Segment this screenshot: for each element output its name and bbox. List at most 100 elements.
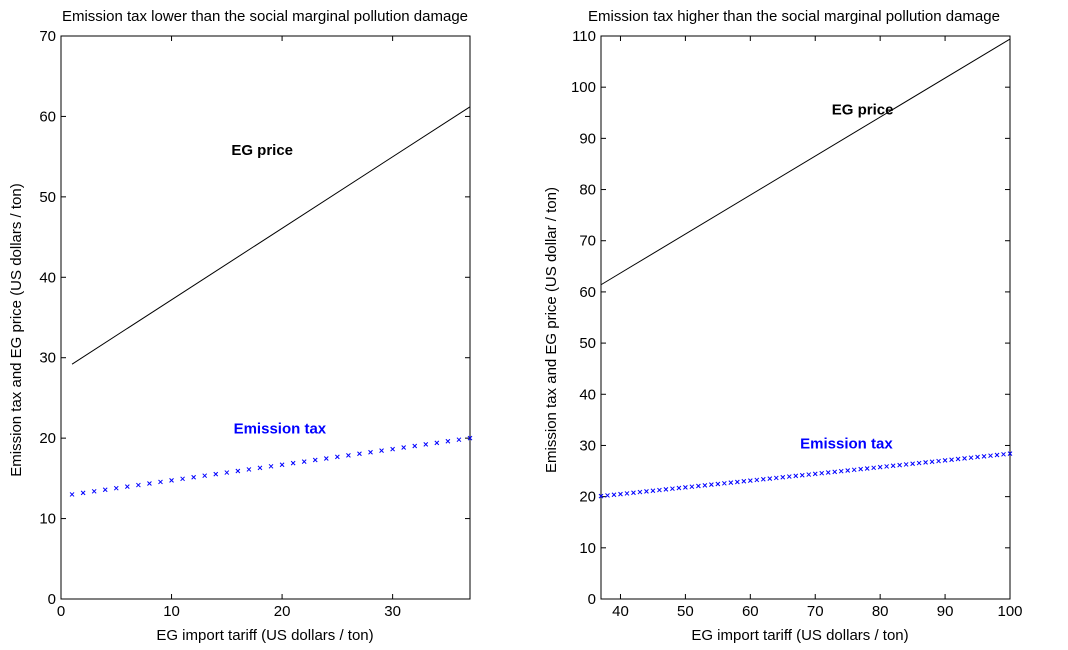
- right-y-tick-label: 90: [579, 130, 596, 147]
- right-emission-tax-marker: [793, 473, 799, 479]
- left-chart-title: Emission tax lower than the social margi…: [62, 8, 468, 25]
- right-y-tick-label: 110: [572, 28, 596, 45]
- right-y-tick-label: 30: [579, 437, 596, 454]
- right-emission-tax-marker: [747, 478, 753, 483]
- left-y-tick-label: 20: [39, 430, 56, 447]
- left-y-tick-label: 10: [39, 511, 56, 528]
- right-chart-title: Emission tax higher than the social marg…: [588, 8, 1000, 25]
- left-emission-tax-marker: [235, 468, 241, 474]
- right-eg-price-annotation: EG price: [832, 101, 894, 118]
- right-emission-tax-marker: [696, 483, 701, 489]
- right-emission-tax-marker: [741, 478, 747, 484]
- left-emission-tax-marker: [456, 437, 462, 443]
- right-emission-tax-marker: [923, 460, 928, 465]
- right-x-tick-label: 40: [612, 603, 629, 620]
- right-emission-tax-marker: [760, 476, 766, 482]
- left-emission-tax-marker: [124, 484, 130, 489]
- left-emission-tax-marker: [423, 442, 429, 447]
- left-emission-tax-marker: [290, 460, 296, 466]
- left-emission-tax-marker: [401, 445, 407, 450]
- right-emission-tax-marker: [598, 493, 604, 499]
- right-emission-tax-marker: [637, 489, 643, 495]
- right-y-tick-label: 0: [588, 591, 596, 608]
- right-y-tick-label: 70: [579, 233, 596, 250]
- right-emission-tax-marker: [832, 469, 838, 475]
- left-emission-tax-marker: [202, 473, 208, 479]
- right-emission-tax-marker: [949, 457, 954, 463]
- left-emission-tax-marker: [191, 474, 197, 480]
- right-emission-tax-marker: [812, 471, 818, 477]
- right-ticks: 0 10 20 30 40 50 60 70 80 90 100 110 40 50 60 70 80 90 100: [571, 28, 1023, 620]
- right-emission-tax-marker: [929, 459, 935, 465]
- left-eg-price-line: [71, 106, 471, 365]
- left-x-tick-label: 20: [274, 603, 291, 620]
- right-emission-tax-marker: [657, 487, 662, 493]
- right-emission-tax-marker: [858, 466, 864, 472]
- left-emission-tax-marker: [246, 467, 252, 472]
- right-emission-tax-marker: [767, 476, 773, 481]
- right-emission-tax-marker: [1001, 451, 1006, 457]
- left-emission-tax-marker: [390, 446, 395, 452]
- right-emission-tax-marker: [910, 461, 915, 467]
- right-emission-tax-marker: [916, 460, 922, 466]
- right-emission-tax-marker: [754, 477, 760, 483]
- left-emission-tax-marker: [467, 435, 473, 441]
- right-x-axis-label: EG import tariff (US dollars / ton): [691, 627, 908, 644]
- right-emission-tax-marker: [838, 468, 844, 474]
- left-y-tick-label: 60: [39, 108, 56, 125]
- left-emission-tax-marker: [301, 459, 307, 464]
- right-emission-tax-marker: [611, 492, 617, 498]
- right-y-tick-label: 60: [579, 284, 596, 301]
- right-emission-tax-marker: [877, 464, 883, 470]
- right-emission-tax-marker: [631, 490, 636, 496]
- right-emission-tax-marker: [624, 491, 630, 496]
- right-series: [598, 38, 1013, 499]
- right-emission-tax-marker: [871, 465, 877, 471]
- right-emission-tax-marker: [890, 463, 896, 469]
- left-series: [69, 106, 473, 497]
- left-y-axis-label: Emission tax and EG price (US dollars / …: [8, 183, 25, 476]
- left-emission-tax-marker: [346, 452, 351, 458]
- left-plot-area: 0 10 20 30 40 50 60 70 0 10 20 30 EG price Emission …: [39, 28, 473, 620]
- left-y-tick-label: 0: [48, 591, 56, 608]
- left-x-tick-label: 30: [384, 603, 401, 620]
- right-emission-tax-marker: [709, 482, 714, 488]
- right-x-tick-label: 70: [807, 603, 824, 620]
- right-y-tick-label: 80: [579, 182, 596, 199]
- left-emission-tax-marker: [312, 457, 318, 463]
- left-emission-tax-marker: [268, 463, 274, 469]
- left-emission-tax-marker: [368, 449, 373, 455]
- left-emission-tax-marker: [323, 456, 329, 461]
- left-emission-tax-marker: [80, 490, 86, 496]
- left-emission-tax-marker: [147, 481, 152, 486]
- right-y-tick-label: 100: [571, 79, 596, 96]
- left-emission-tax-marker: [69, 492, 75, 497]
- left-y-tick-label: 70: [39, 28, 56, 45]
- left-emission-tax-marker: [102, 487, 108, 493]
- right-emission-tax-marker: [806, 472, 812, 477]
- left-axes-box: [60, 35, 471, 600]
- right-emission-tax-marker: [780, 474, 786, 480]
- right-emission-tax-marker: [618, 491, 623, 497]
- left-emission-tax-marker: [180, 476, 185, 482]
- right-emission-tax-marker: [994, 452, 1000, 458]
- right-plot-area: 0 10 20 30 40 50 60 70 80 90 100 110 40 50 60 70 80 90 100…: [571, 28, 1023, 620]
- right-emission-tax-marker: [864, 466, 870, 471]
- right-emission-tax-marker: [721, 480, 727, 486]
- left-emission-tax-marker: [113, 485, 119, 491]
- right-emission-tax-marker: [799, 472, 805, 478]
- right-emission-tax-marker: [981, 453, 987, 459]
- left-emission-tax-marker: [379, 448, 384, 454]
- right-x-tick-label: 80: [872, 603, 889, 620]
- left-emission-tax-marker: [357, 451, 362, 457]
- right-emission-tax-marker: [903, 462, 909, 467]
- right-chart: Emission tax higher than the social marg…: [543, 8, 1023, 644]
- left-emission-tax-marker: [334, 454, 340, 460]
- left-x-tick-label: 0: [57, 603, 65, 620]
- left-emission-tax-marker: [213, 471, 219, 477]
- left-x-tick-label: 10: [163, 603, 180, 620]
- left-emission-tax-marker: [412, 443, 418, 449]
- right-emission-tax-annotation: Emission tax: [800, 436, 893, 453]
- right-emission-tax-marker: [819, 470, 825, 476]
